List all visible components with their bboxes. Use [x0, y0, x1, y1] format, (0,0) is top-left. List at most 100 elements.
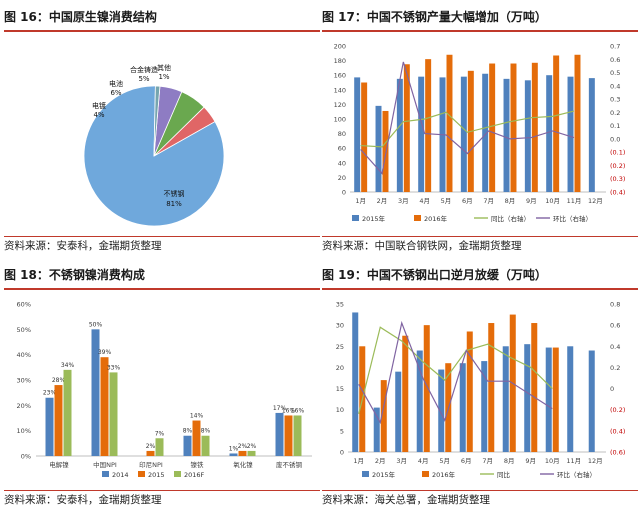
slice-label: 电池	[109, 79, 123, 88]
bar	[54, 385, 63, 456]
y-tick-label: 140	[334, 86, 346, 94]
bar	[460, 76, 467, 192]
y2-tick-label: 0.4	[610, 82, 620, 90]
bar	[418, 76, 425, 192]
y-tick-label: 0%	[21, 453, 31, 461]
y-tick-label: 40%	[17, 351, 31, 359]
bar-data-label: 1%	[229, 445, 239, 452]
bar	[229, 453, 238, 456]
y-tick-label: 0	[342, 189, 346, 197]
x-tick-label: 印尼NPI	[139, 461, 163, 469]
x-tick-label: 3月	[398, 197, 409, 205]
figure-19-title: 图 19：中国不锈钢出口逆月放缓（万吨）	[322, 268, 547, 282]
x-tick-label: 1月	[355, 197, 366, 205]
y2-tick-label: 0.3	[610, 96, 620, 104]
bar	[45, 397, 54, 456]
x-tick-label: 12月	[588, 197, 603, 205]
bar	[109, 372, 118, 456]
legend-label: 2015	[148, 471, 165, 479]
bar	[531, 323, 538, 452]
slice-value-label: 4%	[93, 111, 104, 119]
y2-tick-label: 0.2	[610, 109, 620, 117]
bar	[459, 363, 466, 452]
bar	[531, 62, 538, 192]
bar-data-label: 7%	[155, 430, 165, 437]
bar	[380, 380, 387, 452]
bar	[402, 335, 409, 452]
bar	[567, 76, 574, 192]
panel-figure-18: 图 18：不锈钢镍消费构成 0% 10% 20% 30% 40% 50% 60% 电解镍 中国N…	[4, 262, 320, 512]
legend-label: 2015年	[372, 470, 396, 479]
y-tick-label: 60%	[17, 301, 31, 309]
bar-data-label: 14%	[190, 413, 204, 420]
bar	[588, 350, 595, 452]
y2-tick-label: (0.1)	[610, 149, 625, 157]
bar	[146, 450, 155, 456]
x-tick-label: 5月	[441, 197, 452, 205]
y2-tick-label: (0.3)	[610, 175, 625, 183]
bar-data-label: 28%	[52, 377, 66, 384]
bar-data-label: 23%	[43, 390, 57, 397]
x-tick-label: 2月	[377, 197, 388, 205]
bar-data-label: 17%	[273, 405, 287, 412]
panel-figure-19: 图 19：中国不锈钢出口逆月放缓（万吨） 0 5 10 15 20 25 30 35 (0.6)…	[322, 262, 638, 512]
x-tick-label: 9月	[525, 457, 536, 465]
y2-tick-label: (0.6)	[610, 449, 625, 457]
title-rule	[322, 288, 638, 290]
legend-label: 环比（右轴）	[553, 214, 592, 223]
legend-label: 2015年	[362, 214, 386, 223]
bar	[482, 73, 489, 192]
y2-tick-label: (0.4)	[610, 189, 625, 197]
figure-18-source: 资料来源：安泰科，金瑞期货整理	[4, 494, 162, 506]
y-tick-label: 25	[336, 343, 344, 351]
legend-swatch	[352, 215, 359, 221]
legend-label: 环比（右轴）	[557, 470, 596, 479]
bar-data-label: 39%	[98, 349, 112, 356]
figure-18-title: 图 18：不锈钢镍消费构成	[4, 268, 145, 282]
y-tick-label: 0	[340, 449, 344, 457]
bar-data-label: 8%	[183, 428, 193, 435]
bar	[510, 63, 517, 192]
bar	[247, 450, 256, 456]
y-tick-label: 35	[336, 301, 344, 309]
legend-label: 2016F	[184, 471, 205, 479]
y2-tick-label: 0.2	[610, 364, 620, 372]
x-tick-label: 11月	[567, 197, 582, 205]
bar	[403, 64, 410, 192]
bar	[100, 357, 109, 456]
bar	[545, 347, 552, 452]
x-tick-label: 12月	[588, 457, 603, 465]
source-rule	[4, 236, 320, 237]
bar	[423, 325, 430, 452]
combo-chart-stainless-exports: 0 5 10 15 20 25 30 35 (0.6) (0.4) (0.2) 0 0.2 0.4 0.6 0…	[336, 301, 626, 480]
x-tick-label: 电解镍	[49, 460, 69, 469]
bar	[553, 55, 560, 193]
y-tick-label: 40	[338, 159, 346, 167]
y-tick-label: 200	[334, 43, 346, 51]
y2-tick-label: 0.6	[610, 322, 620, 330]
title-rule	[4, 30, 320, 32]
series-line	[360, 61, 575, 175]
combo-chart-stainless-output: 0 20 40 60 80 100 120 140 160 180 200 (0.4) (0.3) (0.…	[334, 43, 626, 224]
legend-swatch	[422, 471, 429, 477]
y-tick-label: 120	[334, 101, 346, 109]
bar	[275, 412, 284, 456]
y-tick-label: 80	[338, 130, 346, 138]
legend-swatch	[362, 471, 369, 477]
x-tick-label: 1月	[353, 457, 364, 465]
bar	[352, 312, 359, 452]
y2-tick-label: 0.5	[610, 69, 620, 77]
slice-label: 其他	[157, 63, 171, 72]
bar	[588, 78, 595, 192]
y2-tick-label: (0.2)	[610, 162, 625, 170]
slice-value-label: 5%	[138, 75, 149, 83]
bar-data-label: 16%	[282, 407, 296, 414]
y-tick-label: 100	[334, 116, 346, 124]
x-tick-label: 6月	[462, 197, 473, 205]
bar-data-label: 33%	[107, 364, 121, 371]
bar	[284, 415, 293, 456]
figure-19-source: 资料来源：海关总署，金瑞期货整理	[322, 494, 490, 506]
x-tick-label: 废不锈钢	[276, 460, 303, 469]
bar	[183, 435, 192, 456]
